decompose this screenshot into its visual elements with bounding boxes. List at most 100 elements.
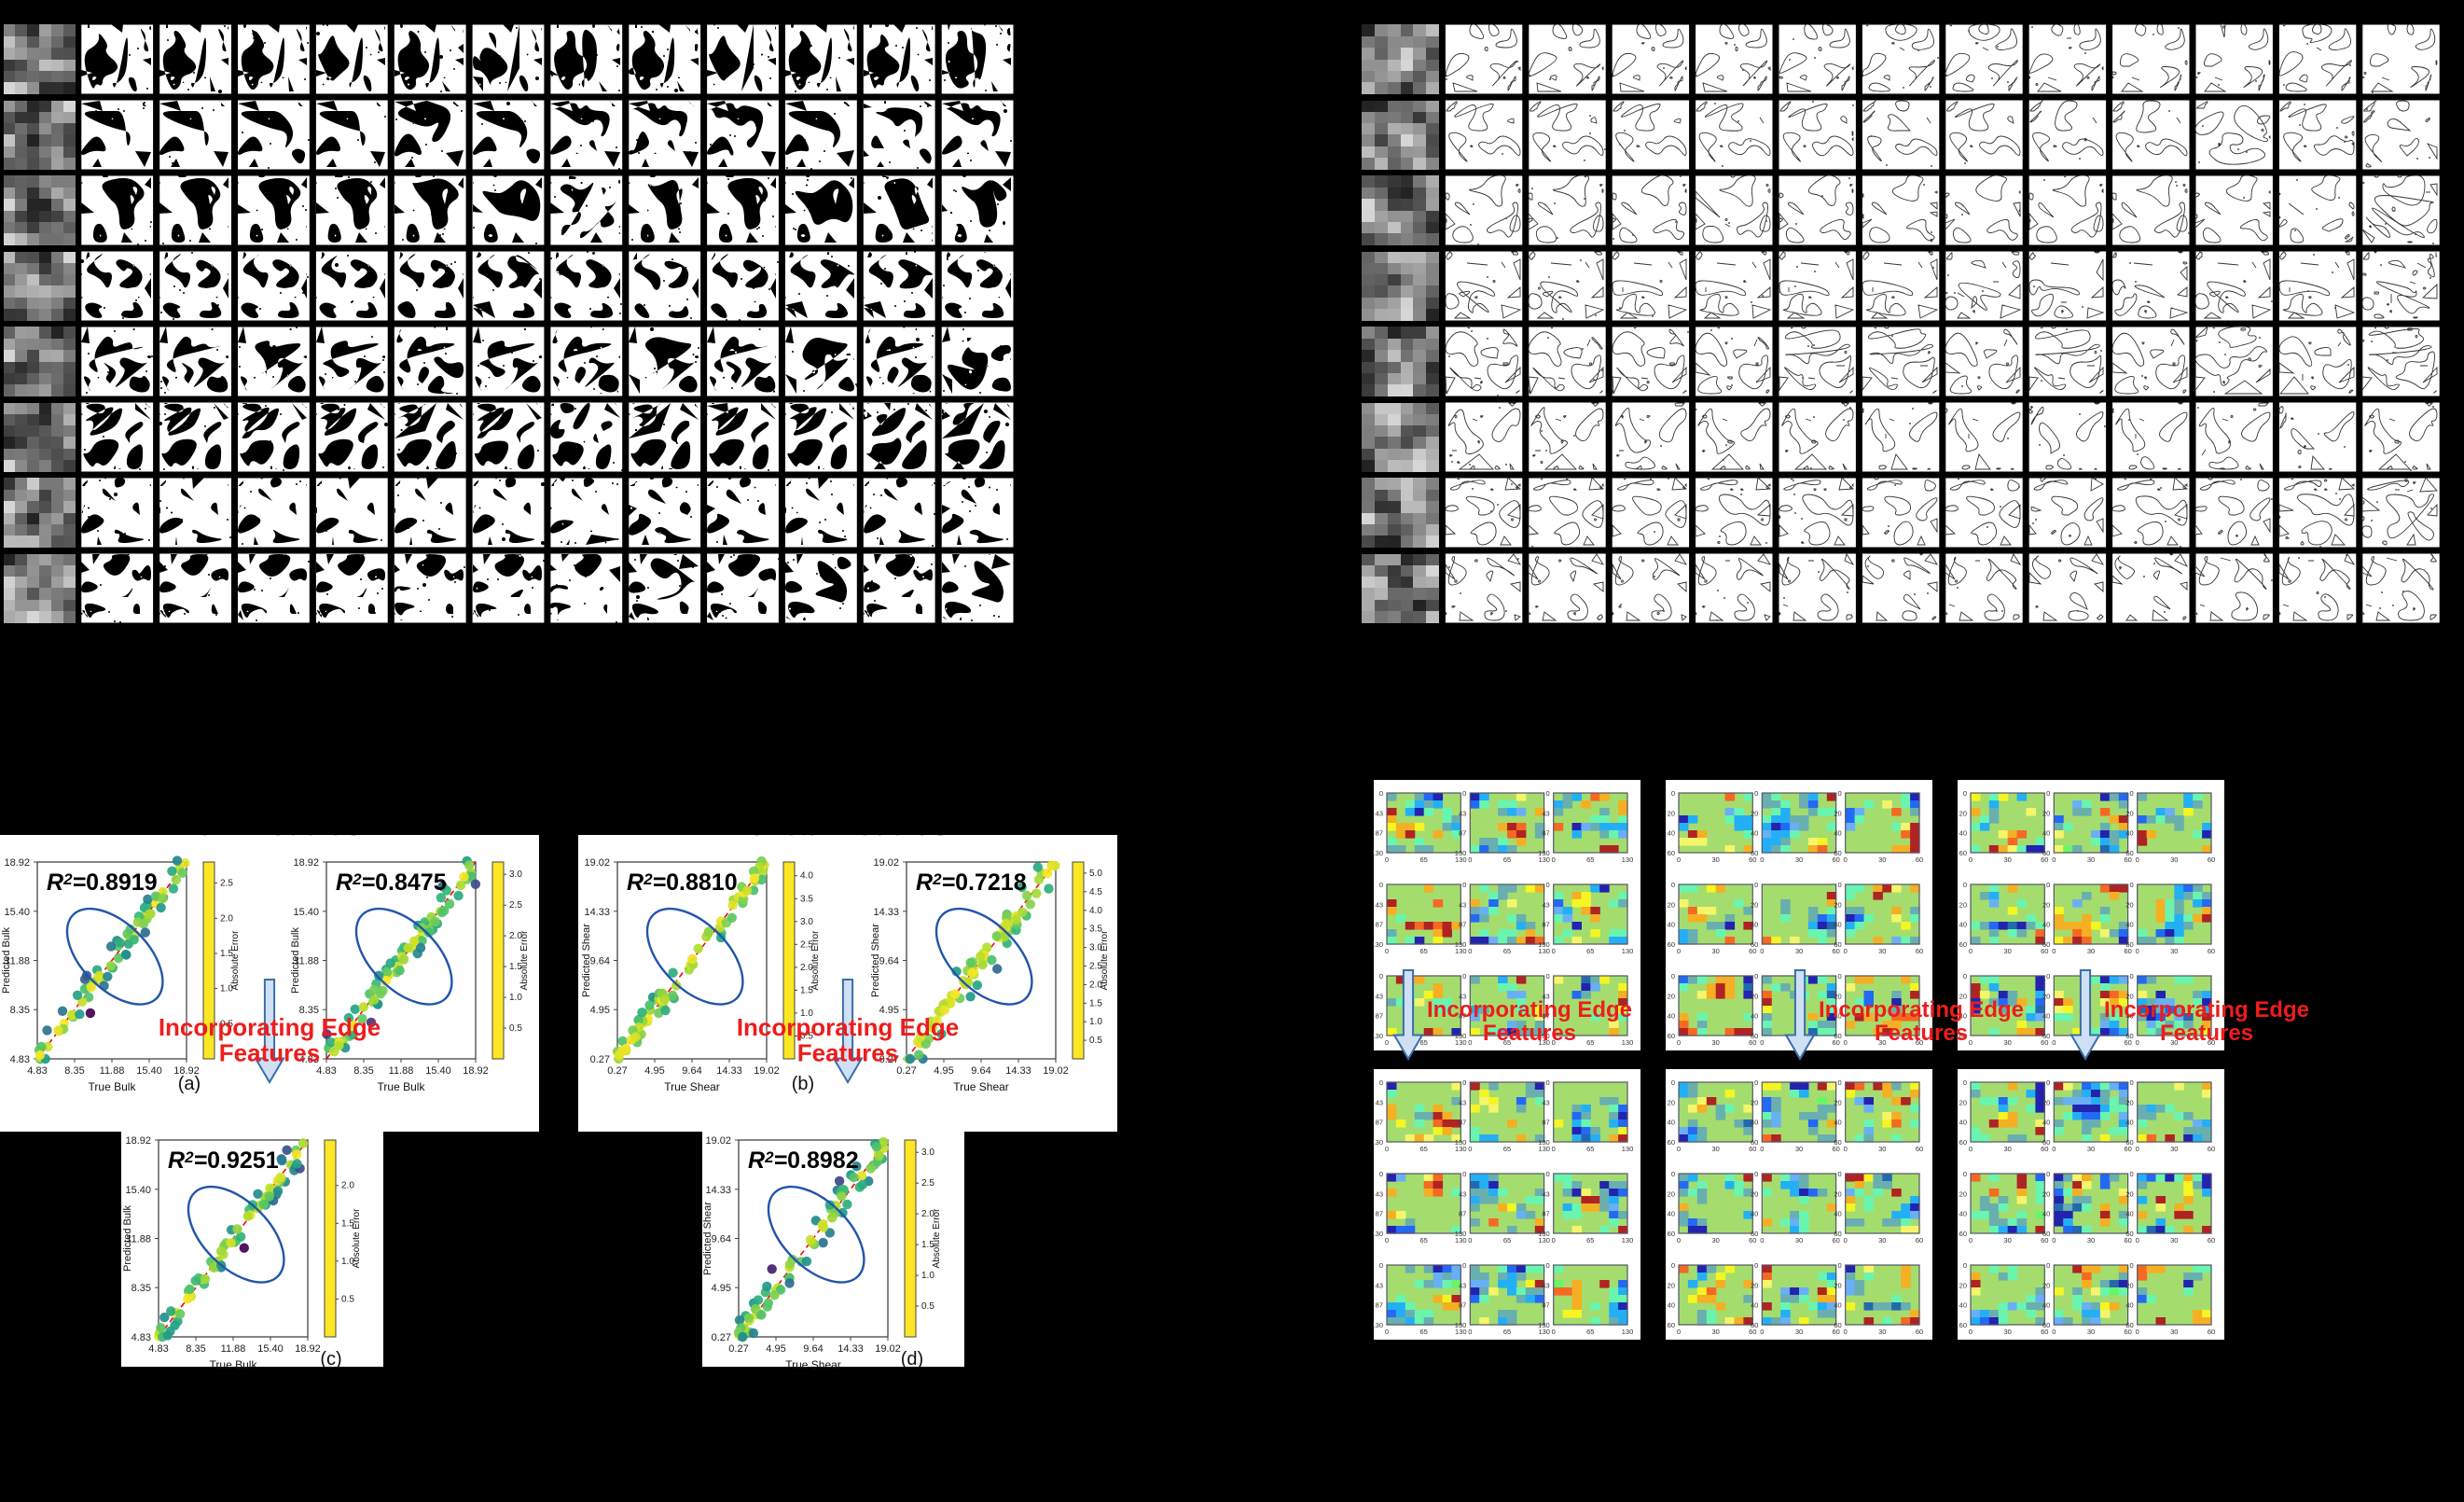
svg-text:130: 130 [1455,849,1467,857]
svg-text:60: 60 [2125,940,2133,949]
svg-text:0: 0 [1838,972,1842,980]
svg-text:4.95: 4.95 [590,1005,610,1016]
svg-text:15.40: 15.40 [4,907,30,918]
svg-text:60: 60 [1959,940,1967,949]
svg-text:65: 65 [1586,1328,1594,1336]
svg-text:60: 60 [1916,947,1923,955]
svg-text:4.95: 4.95 [934,1065,953,1077]
svg-text:130: 130 [1538,1138,1550,1147]
svg-text:130: 130 [1622,947,1634,955]
svg-text:40: 40 [2042,829,2050,838]
svg-text:40: 40 [1751,1119,1758,1127]
svg-text:19.02: 19.02 [1043,1065,1069,1077]
svg-text:0: 0 [2046,1170,2050,1178]
svg-text:20: 20 [1751,900,1758,909]
svg-text:True Shear: True Shear [953,1080,1009,1093]
svg-text:40: 40 [2125,829,2133,838]
svg-text:0: 0 [1838,881,1842,889]
svg-text:0: 0 [1468,1038,1472,1047]
svg-text:60: 60 [1834,1138,1841,1147]
svg-text:0: 0 [2046,881,2050,889]
svg-text:0.27: 0.27 [728,1343,748,1355]
svg-text:60: 60 [1916,855,1923,864]
svg-text:0.27: 0.27 [607,1065,627,1077]
svg-text:40: 40 [2042,1301,2050,1310]
svg-text:20: 20 [1668,992,1675,1000]
svg-text:43: 43 [1376,900,1383,909]
svg-text:18.92: 18.92 [295,1343,321,1355]
svg-text:130: 130 [1622,855,1634,864]
svg-text:0: 0 [1963,1078,1967,1087]
svg-text:0.27: 0.27 [896,1065,916,1077]
svg-text:0: 0 [1969,1038,1973,1047]
svg-text:0: 0 [1963,789,1967,798]
svg-text:0: 0 [1385,1328,1389,1336]
svg-text:14.33: 14.33 [837,1343,864,1355]
svg-text:60: 60 [1834,849,1841,857]
svg-text:60: 60 [1959,1138,1967,1147]
svg-text:20: 20 [2042,1281,2050,1289]
svg-text:87: 87 [1459,921,1466,929]
svg-text:18.92: 18.92 [125,1135,151,1147]
svg-text:20: 20 [1668,900,1675,909]
svg-text:87: 87 [1542,921,1549,929]
svg-text:40: 40 [2042,1012,2050,1021]
svg-text:60: 60 [2208,1145,2215,1153]
svg-text:0: 0 [1671,789,1675,798]
svg-text:65: 65 [1420,1145,1428,1153]
svg-text:0: 0 [1468,1236,1472,1245]
svg-text:0.5: 0.5 [509,1023,522,1034]
svg-text:(c): (c) [320,1349,341,1370]
svg-text:30: 30 [1878,855,1886,864]
svg-text:60: 60 [2125,1321,2133,1329]
svg-text:130: 130 [1622,1236,1634,1245]
svg-text:14.33: 14.33 [873,907,899,918]
svg-text:2.0: 2.0 [220,913,233,924]
svg-text:60: 60 [2208,855,2215,864]
svg-text:Predicted Bulk: Predicted Bulk [1,927,12,994]
svg-text:60: 60 [2042,1230,2050,1238]
svg-text:43: 43 [1459,1281,1466,1289]
svg-text:0: 0 [1677,1328,1681,1336]
svg-text:40: 40 [2042,921,2050,929]
svg-text:4.95: 4.95 [712,1283,731,1294]
svg-text:43: 43 [1542,1189,1549,1198]
svg-text:3.5: 3.5 [800,894,813,904]
svg-text:40: 40 [1834,1301,1841,1310]
svg-text:0: 0 [2130,1261,2134,1270]
svg-text:0: 0 [1760,1145,1764,1153]
svg-text:0: 0 [1754,972,1758,980]
svg-text:0: 0 [1844,1236,1848,1245]
svg-text:0.27: 0.27 [712,1332,731,1343]
svg-text:40: 40 [1668,921,1675,929]
svg-text:43: 43 [1376,1098,1383,1106]
svg-text:0.27: 0.27 [590,1054,610,1065]
svg-text:60: 60 [1916,1145,1923,1153]
svg-text:20: 20 [1959,809,1967,817]
svg-text:Bulk Modulus: Bulk Modulus [178,811,362,841]
svg-text:130: 130 [1371,849,1383,857]
svg-text:40: 40 [1959,1119,1967,1127]
svg-text:9.64: 9.64 [971,1065,990,1077]
svg-text:60: 60 [1751,940,1758,949]
svg-text:65: 65 [1420,1038,1428,1047]
svg-text:0: 0 [1462,789,1466,798]
svg-text:0: 0 [1671,1170,1675,1178]
svg-text:15.40: 15.40 [136,1065,162,1077]
svg-text:40: 40 [1959,1301,1967,1310]
svg-text:60: 60 [1668,1230,1675,1238]
svg-text:4.83: 4.83 [10,1054,30,1065]
svg-text:15.40: 15.40 [257,1343,284,1355]
svg-text:9.64: 9.64 [712,1234,731,1245]
svg-text:65: 65 [1503,855,1511,864]
svg-text:20: 20 [2125,809,2133,817]
svg-text:43: 43 [1376,992,1383,1000]
svg-text:0: 0 [1969,1236,1973,1245]
svg-text:(b): (b) [792,1074,814,1094]
svg-text:30: 30 [2170,855,2178,864]
svg-text:0: 0 [1379,789,1383,798]
svg-text:30: 30 [1878,1328,1886,1336]
svg-text:60: 60 [2042,1032,2050,1040]
svg-text:2.5: 2.5 [509,900,522,911]
svg-text:0: 0 [2136,1328,2139,1336]
